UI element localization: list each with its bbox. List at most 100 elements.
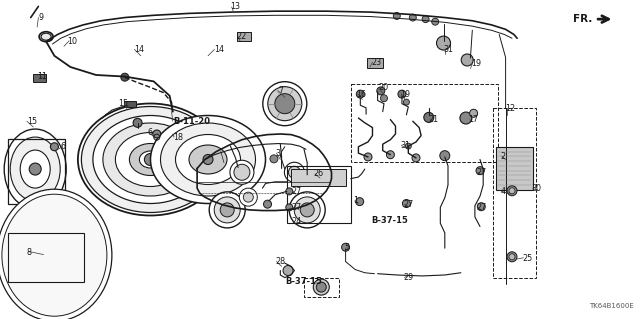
Text: 24: 24 [291, 217, 301, 226]
Bar [33, 74, 46, 82]
Text: TK64B1600E: TK64B1600E [589, 303, 634, 309]
Circle shape [203, 154, 213, 165]
Ellipse shape [140, 151, 161, 168]
Circle shape [509, 254, 515, 260]
Text: 4: 4 [500, 187, 506, 196]
Circle shape [29, 163, 41, 175]
Circle shape [286, 188, 292, 195]
Text: 8: 8 [27, 248, 32, 256]
Text: 19: 19 [400, 90, 410, 99]
Ellipse shape [81, 107, 220, 212]
Text: 14: 14 [214, 45, 225, 54]
Circle shape [509, 188, 515, 194]
Text: 31: 31 [400, 141, 410, 150]
Circle shape [381, 95, 387, 102]
Circle shape [283, 265, 293, 276]
Circle shape [403, 199, 410, 208]
Text: 7: 7 [278, 86, 284, 95]
Text: 12: 12 [506, 104, 516, 113]
Circle shape [377, 87, 385, 95]
Ellipse shape [4, 129, 66, 209]
Text: 28: 28 [275, 257, 285, 266]
Text: 15: 15 [118, 99, 129, 108]
Circle shape [243, 192, 253, 202]
Circle shape [461, 54, 473, 66]
Circle shape [300, 203, 314, 217]
Circle shape [394, 12, 400, 19]
Circle shape [507, 252, 517, 262]
Ellipse shape [10, 137, 60, 201]
Text: 27: 27 [291, 187, 301, 196]
Circle shape [422, 16, 429, 23]
Text: B-37-15: B-37-15 [285, 277, 322, 286]
Circle shape [263, 82, 307, 126]
Ellipse shape [175, 135, 241, 184]
Circle shape [168, 110, 178, 120]
Circle shape [209, 192, 245, 228]
Bar [351, 84, 498, 162]
Circle shape [470, 109, 477, 117]
Text: 6: 6 [147, 128, 152, 137]
Circle shape [268, 87, 302, 121]
Circle shape [440, 151, 450, 161]
Ellipse shape [41, 33, 51, 40]
Circle shape [220, 203, 234, 217]
Circle shape [398, 90, 406, 98]
Circle shape [436, 36, 451, 50]
Text: 29: 29 [403, 273, 413, 282]
Text: 10: 10 [67, 37, 77, 46]
Bar [304, 278, 339, 297]
Circle shape [264, 200, 271, 208]
Bar [124, 101, 136, 107]
Text: 2: 2 [500, 152, 506, 161]
Text: 18: 18 [173, 133, 183, 142]
Text: 26: 26 [314, 169, 324, 178]
Circle shape [342, 243, 349, 251]
Bar [8, 233, 84, 282]
Text: 3: 3 [275, 149, 280, 158]
Circle shape [405, 143, 412, 149]
Circle shape [234, 164, 250, 180]
Text: 27: 27 [291, 203, 301, 212]
Ellipse shape [129, 144, 172, 175]
Bar [493, 108, 536, 278]
Circle shape [133, 118, 142, 127]
Ellipse shape [78, 103, 223, 216]
Text: 19: 19 [471, 59, 481, 68]
Text: 17: 17 [468, 115, 479, 124]
Circle shape [432, 18, 438, 25]
Circle shape [477, 203, 485, 211]
Circle shape [153, 130, 161, 138]
Circle shape [275, 94, 295, 114]
Text: 20: 20 [378, 83, 388, 92]
Ellipse shape [2, 194, 107, 316]
Text: FR.: FR. [573, 14, 593, 24]
Text: 27: 27 [403, 200, 413, 209]
Circle shape [356, 90, 364, 98]
Text: 13: 13 [230, 2, 241, 11]
Ellipse shape [189, 145, 227, 174]
Text: 1: 1 [353, 197, 358, 205]
Bar [8, 139, 65, 204]
Circle shape [314, 279, 329, 295]
Text: 27: 27 [477, 168, 487, 177]
Circle shape [284, 162, 305, 182]
Circle shape [286, 204, 292, 211]
Ellipse shape [161, 123, 255, 196]
Ellipse shape [103, 123, 198, 196]
Circle shape [270, 155, 278, 163]
Circle shape [476, 167, 484, 175]
Text: 16: 16 [356, 90, 367, 99]
Circle shape [289, 166, 300, 178]
Circle shape [289, 192, 325, 228]
Text: 25: 25 [522, 254, 532, 263]
Ellipse shape [20, 150, 50, 188]
Ellipse shape [39, 32, 53, 42]
Text: 30: 30 [531, 184, 541, 193]
Bar [496, 147, 533, 190]
Text: 5: 5 [344, 243, 349, 252]
Text: 14: 14 [134, 45, 145, 54]
Bar [367, 58, 383, 68]
Circle shape [387, 151, 394, 159]
Circle shape [403, 99, 410, 105]
